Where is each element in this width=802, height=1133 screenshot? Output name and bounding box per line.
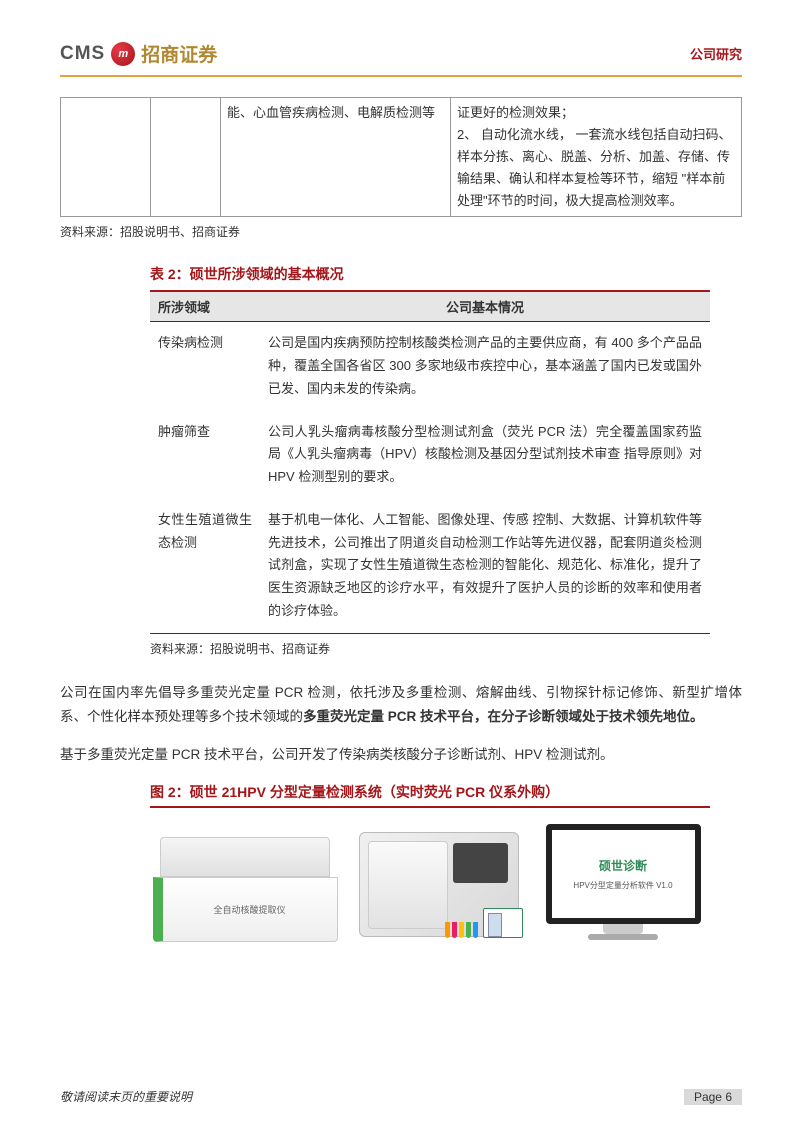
tube-icon bbox=[445, 922, 450, 938]
tube-icon bbox=[459, 922, 464, 938]
tube-icon bbox=[452, 922, 457, 938]
device-monitor: 硕世诊断 HPV分型定量分析软件 V1.0 bbox=[538, 820, 708, 945]
monitor-sub-text: HPV分型定量分析软件 V1.0 bbox=[573, 880, 672, 891]
device-pcr-instrument bbox=[354, 825, 524, 945]
table2-r0-domain: 传染病检测 bbox=[150, 322, 260, 411]
logo-cn-text: 招商证券 bbox=[141, 40, 217, 67]
pcr-left-panel bbox=[368, 841, 448, 929]
reagent-tubes bbox=[445, 922, 478, 938]
para1-bold: 多重荧光定量 PCR 技术平台，在分子诊断领域处于技术领先地位。 bbox=[303, 709, 704, 724]
monitor-base bbox=[588, 934, 658, 940]
table2-r2-domain: 女性生殖道微生态检测 bbox=[150, 499, 260, 633]
monitor-stand bbox=[603, 924, 643, 934]
figure2-row: 全自动核酸提取仪 硕世诊断 HPV分型定量分析软件 V1.0 bbox=[150, 820, 710, 945]
paragraph-1: 公司在国内率先倡导多重荧光定量 PCR 检测，依托涉及多重检测、熔解曲线、引物探… bbox=[60, 681, 742, 730]
reagent-kit-box bbox=[483, 908, 523, 938]
source-note-1: 资料来源：招股说明书、招商证券 bbox=[60, 223, 742, 240]
pcr-box bbox=[359, 832, 519, 937]
table2-head-col1: 所涉领域 bbox=[150, 291, 260, 322]
page-footer: 敬请阅读末页的重要说明 Page 6 bbox=[60, 1088, 742, 1105]
frag-cell-4: 证更好的检测效果； 2、 自动化流水线， 一套流水线包括自动扫码、样本分拣、离心… bbox=[451, 98, 742, 217]
frag-cell-1 bbox=[61, 98, 151, 217]
logo-cms-text: CMS bbox=[60, 43, 105, 65]
monitor-screen: 硕世诊断 HPV分型定量分析软件 V1.0 bbox=[546, 824, 701, 924]
tube-icon bbox=[473, 922, 478, 938]
brand-logo: CMS m 招商证券 bbox=[60, 40, 217, 67]
header-category: 公司研究 bbox=[690, 44, 742, 63]
tube-icon bbox=[466, 922, 471, 938]
table-row: 肿瘤筛查 公司人乳头瘤病毒核酸分型检测试剂盒（荧光 PCR 法）完全覆盖国家药监… bbox=[150, 411, 710, 499]
page-number: Page 6 bbox=[684, 1089, 742, 1105]
extractor-lid bbox=[160, 837, 330, 877]
page-header: CMS m 招商证券 公司研究 bbox=[60, 40, 742, 77]
table-row: 女性生殖道微生态检测 基于机电一体化、人工智能、图像处理、传感 控制、大数据、计… bbox=[150, 499, 710, 633]
frag-cell-3: 能、心血管疾病检测、电解质检测等 bbox=[221, 98, 451, 217]
extractor-body: 全自动核酸提取仪 bbox=[153, 877, 338, 942]
source-note-2: 资料来源：招股说明书、招商证券 bbox=[150, 640, 742, 657]
table-row: 传染病检测 公司是国内疾病预防控制核酸类检测产品的主要供应商，有 400 多个产… bbox=[150, 322, 710, 411]
table2-r2-desc: 基于机电一体化、人工智能、图像处理、传感 控制、大数据、计算机软件等先进技术，公… bbox=[260, 499, 710, 633]
table2-wrapper: 所涉领域 公司基本情况 传染病检测 公司是国内疾病预防控制核酸类检测产品的主要供… bbox=[150, 290, 710, 633]
paragraph-2: 基于多重荧光定量 PCR 技术平台，公司开发了传染病类核酸分子诊断试剂、HPV … bbox=[60, 743, 742, 767]
pcr-screen bbox=[453, 843, 508, 883]
monitor-brand-text: 硕世诊断 bbox=[599, 857, 647, 874]
extractor-label: 全自动核酸提取仪 bbox=[213, 903, 285, 916]
table2: 所涉领域 公司基本情况 传染病检测 公司是国内疾病预防控制核酸类检测产品的主要供… bbox=[150, 290, 710, 633]
figure2-caption: 图 2：硕世 21HPV 分型定量检测系统（实时荧光 PCR 仪系外购） bbox=[150, 782, 710, 808]
continuation-table: 能、心血管疾病检测、电解质检测等 证更好的检测效果； 2、 自动化流水线， 一套… bbox=[60, 97, 742, 217]
frag-cell-2 bbox=[151, 98, 221, 217]
table2-r1-desc: 公司人乳头瘤病毒核酸分型检测试剂盒（荧光 PCR 法）完全覆盖国家药监局《人乳头… bbox=[260, 411, 710, 499]
table2-r0-desc: 公司是国内疾病预防控制核酸类检测产品的主要供应商，有 400 多个产品品种，覆盖… bbox=[260, 322, 710, 411]
logo-badge-icon: m bbox=[111, 42, 135, 66]
footer-disclaimer: 敬请阅读末页的重要说明 bbox=[60, 1088, 192, 1105]
table2-r1-domain: 肿瘤筛查 bbox=[150, 411, 260, 499]
table2-caption: 表 2：硕世所涉领域的基本概况 bbox=[150, 264, 742, 284]
device-extractor: 全自动核酸提取仪 bbox=[150, 835, 340, 945]
table2-head-col2: 公司基本情况 bbox=[260, 291, 710, 322]
